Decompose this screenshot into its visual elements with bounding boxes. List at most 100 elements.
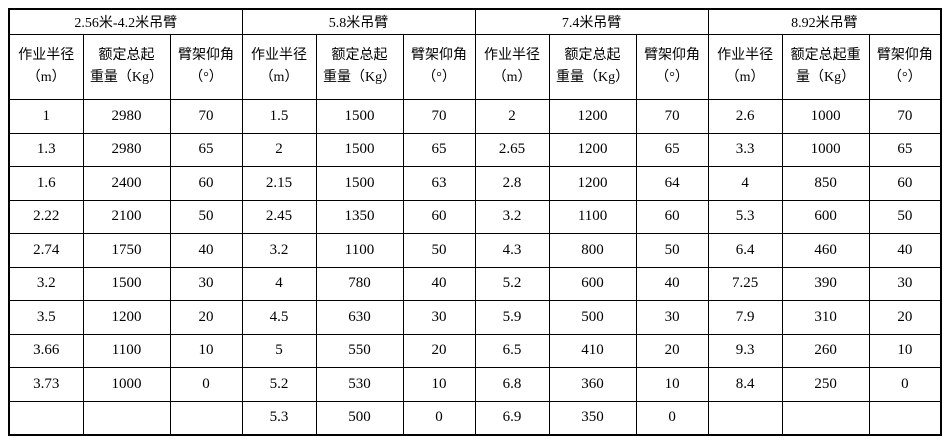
table-row: 2.74 1750 40 3.2 1100 50 4.3 800 50 6.4 460 40 (8, 233, 942, 268)
weight-cell: 460 (781, 233, 870, 268)
weight-cell: 1200 (548, 132, 637, 167)
radius-cell: 6.8 (474, 367, 550, 402)
radius-cell: 5.3 (707, 199, 783, 234)
angle-cell: 50 (402, 233, 476, 268)
radius-cell: 5.2 (474, 266, 550, 301)
table-row: 1 2980 70 1.5 1500 70 2 1200 70 2.6 1000 70 (8, 99, 942, 134)
radius-cell: 3.66 (8, 333, 84, 368)
angle-cell: 30 (169, 266, 243, 301)
weight-cell: 1350 (315, 199, 404, 234)
weight-cell: 500 (315, 400, 404, 436)
radius-cell: 2.15 (241, 166, 317, 201)
angle-cell: 10 (402, 367, 476, 402)
weight-cell: 2980 (82, 99, 171, 134)
angle-cell: 20 (635, 333, 709, 368)
header-line: 重量（Kg） (555, 70, 630, 85)
table-row: 1.6 2400 60 2.15 1500 63 2.8 1200 64 4 850 60 (8, 166, 942, 201)
weight-cell: 260 (781, 333, 870, 368)
weight-cell: 600 (781, 199, 870, 234)
weight-cell: 1500 (82, 266, 171, 301)
angle-cell (169, 400, 243, 436)
angle-cell: 30 (402, 300, 476, 335)
weight-cell: 2100 (82, 199, 171, 234)
weight-cell: 250 (781, 367, 870, 402)
radius-cell: 2.45 (241, 199, 317, 234)
weight-cell (781, 400, 870, 436)
weight-cell: 1500 (315, 166, 404, 201)
column-header-row: 作业半径 （m） 额定总起 重量（Kg） 臂架仰角 （°） 作业半径 （m） 额定总起重… (8, 34, 942, 100)
column-header-angle: 臂架仰角 （°） (169, 34, 243, 100)
header-line: 额定总起重 (790, 48, 861, 64)
column-header-angle: 臂架仰角 （°） (635, 34, 709, 100)
angle-cell: 30 (635, 300, 709, 335)
weight-cell: 1100 (315, 233, 404, 268)
header-line: 额定总起 (98, 48, 155, 64)
radius-cell: 8.4 (707, 367, 783, 402)
column-header-weight: 额定总起重量（Kg） (315, 34, 404, 100)
angle-cell: 0 (635, 400, 709, 436)
radius-cell: 1.6 (8, 166, 84, 201)
angle-cell: 40 (402, 266, 476, 301)
angle-cell: 10 (635, 367, 709, 402)
radius-cell: 5.2 (241, 367, 317, 402)
radius-cell: 5 (241, 333, 317, 368)
weight-cell: 1000 (781, 99, 870, 134)
weight-cell: 1100 (82, 333, 171, 368)
table-row: 3.73 1000 0 5.2 530 10 6.8 360 10 8.4 250 0 (8, 367, 942, 402)
angle-cell: 64 (635, 166, 709, 201)
radius-cell: 4 (241, 266, 317, 301)
angle-cell: 30 (868, 266, 942, 301)
header-line: 作业半径 (717, 48, 774, 64)
header-line: 作业半径 (484, 48, 541, 64)
radius-cell: 2.22 (8, 199, 84, 234)
weight-cell: 1500 (315, 99, 404, 134)
table-row: 2.22 2100 50 2.45 1350 60 3.2 1100 60 5.3 600 50 (8, 199, 942, 234)
weight-cell: 530 (315, 367, 404, 402)
angle-cell: 50 (635, 233, 709, 268)
group-title-boom-2: 5.8米吊臂 (241, 8, 476, 35)
angle-cell: 70 (169, 99, 243, 134)
header-line: 臂架仰角 (876, 48, 933, 64)
header-line: 重量（Kg） (322, 70, 397, 85)
header-line: （°） (189, 70, 223, 85)
group-title-row: 2.56米-4.2米吊臂 5.8米吊臂 7.4米吊臂 8.92米吊臂 (8, 8, 942, 35)
header-line: （m） (26, 70, 66, 85)
radius-cell: 3.2 (8, 266, 84, 301)
radius-cell: 3.5 (8, 300, 84, 335)
weight-cell: 600 (548, 266, 637, 301)
angle-cell: 65 (868, 132, 942, 167)
weight-cell: 2400 (82, 166, 171, 201)
weight-cell: 850 (781, 166, 870, 201)
weight-cell: 2980 (82, 132, 171, 167)
weight-cell: 390 (781, 266, 870, 301)
weight-cell: 310 (781, 300, 870, 335)
header-line: 臂架仰角 (644, 48, 701, 64)
angle-cell: 40 (635, 266, 709, 301)
radius-cell: 5.9 (474, 300, 550, 335)
weight-cell: 1100 (548, 199, 637, 234)
angle-cell: 70 (868, 99, 942, 134)
angle-cell: 20 (868, 300, 942, 335)
radius-cell: 3.2 (241, 233, 317, 268)
angle-cell: 70 (402, 99, 476, 134)
table-row: 3.5 1200 20 4.5 630 30 5.9 500 30 7.9 310 20 (8, 300, 942, 335)
angle-cell: 20 (402, 333, 476, 368)
column-header-weight: 额定总起重量（Kg） (82, 34, 171, 100)
angle-cell: 20 (169, 300, 243, 335)
angle-cell: 60 (169, 166, 243, 201)
angle-cell: 65 (635, 132, 709, 167)
angle-cell: 10 (169, 333, 243, 368)
weight-cell: 780 (315, 266, 404, 301)
weight-cell: 360 (548, 367, 637, 402)
angle-cell: 50 (868, 199, 942, 234)
header-line: （m） (492, 70, 532, 85)
table-row: 3.66 1100 10 5 550 20 6.5 410 20 9.3 260 10 (8, 333, 942, 368)
radius-cell: 2.74 (8, 233, 84, 268)
column-header-radius: 作业半径 （m） (241, 34, 317, 100)
radius-cell: 2 (474, 99, 550, 134)
radius-cell: 3.2 (474, 199, 550, 234)
radius-cell: 6.4 (707, 233, 783, 268)
angle-cell (868, 400, 942, 436)
angle-cell: 50 (169, 199, 243, 234)
angle-cell: 40 (169, 233, 243, 268)
